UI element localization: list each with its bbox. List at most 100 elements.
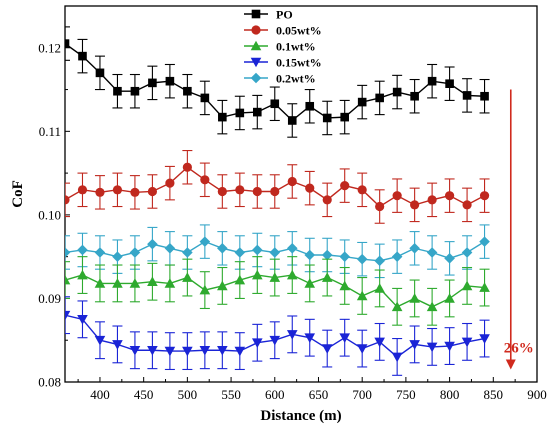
data-point <box>444 191 455 201</box>
data-point <box>427 195 437 205</box>
data-point <box>200 93 210 103</box>
data-point <box>339 333 351 344</box>
legend-label: 0.15wt% <box>276 56 322 70</box>
x-axis-title: Distance (m) <box>260 408 341 424</box>
data-point <box>461 247 473 258</box>
legend-label: 0.2wt% <box>276 72 316 86</box>
data-point <box>65 195 70 205</box>
x-tick-label: 700 <box>352 387 372 402</box>
arrow-head-icon <box>505 359 516 370</box>
y-tick-label: 0.09 <box>38 291 61 306</box>
data-point <box>252 107 262 117</box>
data-point <box>304 249 316 261</box>
data-point <box>410 200 420 210</box>
data-point <box>479 282 490 292</box>
data-point <box>391 352 403 363</box>
data-point <box>339 280 351 291</box>
x-tick-label: 500 <box>178 387 198 402</box>
y-tick-label: 0.12 <box>38 40 61 55</box>
data-point <box>147 345 158 356</box>
reduction-label: 26% <box>504 340 534 356</box>
legend-marker <box>251 25 261 35</box>
data-point <box>409 293 420 303</box>
data-point <box>305 183 315 193</box>
data-point <box>217 243 228 254</box>
data-point <box>77 269 88 280</box>
legend-label: PO <box>276 8 293 22</box>
x-tick-label: 750 <box>396 387 416 402</box>
series-0-1wt- <box>65 256 490 326</box>
data-point <box>235 108 245 118</box>
data-point <box>147 238 158 250</box>
data-point <box>129 278 141 288</box>
x-axis: 400 450 500 550 600 650 700 750 800 850 900 <box>77 377 547 402</box>
data-point <box>200 175 210 185</box>
data-point <box>164 346 176 357</box>
data-point <box>251 244 263 256</box>
data-point <box>251 338 263 349</box>
data-point <box>130 187 140 197</box>
data-point <box>479 334 490 344</box>
data-point <box>269 247 281 258</box>
data-point <box>113 86 122 96</box>
data-point <box>426 342 438 353</box>
data-point <box>427 76 437 86</box>
data-point <box>462 200 472 210</box>
data-point <box>304 278 316 288</box>
x-tick-label: 550 <box>221 387 241 402</box>
data-point <box>234 346 246 357</box>
data-point <box>410 91 419 101</box>
legend-marker <box>250 72 262 84</box>
data-point <box>183 86 192 96</box>
data-point <box>112 185 123 195</box>
series-0-05wt- <box>65 150 490 224</box>
data-point <box>182 272 193 282</box>
data-point <box>286 243 298 254</box>
data-point <box>252 186 262 197</box>
data-point <box>357 185 367 195</box>
data-point <box>409 243 420 254</box>
data-point <box>445 79 454 89</box>
data-point <box>270 99 280 109</box>
data-point <box>65 310 71 321</box>
data-point <box>269 272 281 282</box>
legend-marker <box>250 57 262 68</box>
legend-marker <box>250 40 262 51</box>
data-point <box>392 191 402 201</box>
data-point <box>77 315 88 325</box>
data-point <box>287 116 297 125</box>
data-point <box>374 337 385 348</box>
data-point <box>251 269 263 280</box>
y-axis: 0.08 0.09 0.10 0.11 0.12 <box>38 5 70 390</box>
data-point <box>340 181 350 191</box>
data-point <box>164 243 176 254</box>
x-tick-label: 650 <box>309 387 329 402</box>
y-tick-label: 0.10 <box>38 207 61 222</box>
data-point <box>356 253 368 265</box>
reduction-annotation: 26% <box>504 89 534 370</box>
series-0-2wt- <box>65 224 490 279</box>
data-point <box>375 93 384 103</box>
data-point <box>77 244 88 256</box>
data-point <box>269 335 281 346</box>
data-point <box>65 247 71 258</box>
x-tick-label: 900 <box>527 387 547 402</box>
data-point <box>94 247 106 258</box>
y-tick-label: 0.08 <box>38 375 61 390</box>
data-point <box>426 301 438 312</box>
data-point <box>165 178 175 188</box>
data-point <box>199 284 211 295</box>
data-point <box>234 274 246 285</box>
data-point <box>94 335 106 346</box>
data-point <box>444 293 455 303</box>
data-point <box>444 341 455 352</box>
y-tick-label: 0.11 <box>39 124 61 139</box>
data-point <box>286 269 298 280</box>
data-point <box>374 255 385 267</box>
data-point <box>479 191 490 201</box>
data-point <box>357 97 367 107</box>
data-point <box>444 253 455 264</box>
data-point <box>130 86 140 96</box>
data-point <box>112 251 123 262</box>
